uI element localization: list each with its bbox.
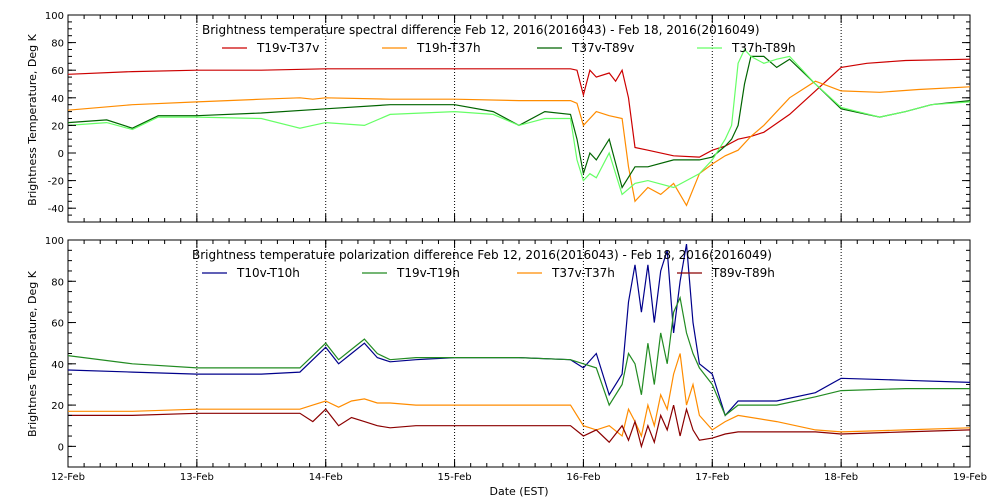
series-lines (67, 48, 971, 207)
y-axis-label: Brightness Temperature, Deg K (26, 33, 39, 205)
x-tick-label: 18-Feb (824, 472, 858, 483)
legend-label: T37v-T89v (571, 41, 634, 55)
x-tick-label: 15-Feb (438, 472, 472, 483)
y-tick-label: 60 (51, 319, 64, 330)
series-line-t37v-t89v (67, 55, 971, 189)
y-tick-label: 100 (45, 236, 64, 247)
series-line-t19h-t37h (67, 80, 971, 207)
x-tick-label: 16-Feb (566, 472, 600, 483)
legend-item: T89v-T89h (677, 266, 775, 280)
legend-item: T37v-T89v (537, 41, 634, 55)
spectral-difference-panel: -40 -20 0 20 40 60 80 100 Brightness temperatur… (26, 11, 971, 223)
series-lines (67, 243, 971, 449)
x-tick-label: 12-Feb (51, 472, 85, 483)
legend-item: T37h-T89h (697, 41, 796, 55)
legend-label: T19h-T37h (416, 41, 481, 55)
x-axis-ticks: 12-Feb 13-Feb 14-Feb 15-Feb 16-Feb 17-Feb 18-F… (51, 240, 987, 483)
y-tick-label: 20 (51, 401, 64, 412)
legend-item: T19h-T37h (382, 41, 481, 55)
series-line-t19v-t19h (67, 295, 970, 417)
y-tick-label: 20 (51, 121, 64, 132)
series-line-t19v-t37v (67, 58, 971, 158)
series-line-t10v-t10h (67, 243, 971, 417)
x-tick-label: 14-Feb (309, 472, 343, 483)
y-tick-label: 0 (58, 442, 64, 453)
legend: T19v-T37v T19h-T37h T37v-T89v T37h-T89h (222, 41, 796, 55)
x-tick-label: 19-Feb (953, 472, 987, 483)
y-tick-label: 80 (51, 39, 64, 50)
polarization-difference-panel: 0 20 40 60 80 100 12-Feb 13-Feb 14-Feb 15-Feb 16-… (26, 236, 987, 498)
legend-label: T19v-T37v (256, 41, 319, 55)
legend-label: T19v-T19h (396, 266, 460, 280)
y-axis-ticks: -40 -20 0 20 40 60 80 100 (45, 11, 970, 223)
x-tick-label: 13-Feb (180, 472, 214, 483)
series-line-t37v-t37h (68, 353, 971, 438)
legend-item: T10v-T10h (202, 266, 300, 280)
x-axis-ticks (67, 15, 971, 222)
legend-item: T37v-T37h (517, 266, 615, 280)
y-axis-ticks: 0 20 40 60 80 100 (45, 236, 970, 468)
legend: T10v-T10h T19v-T19h T37v-T37h T89v-T89h (202, 266, 775, 280)
y-tick-label: 0 (58, 149, 64, 160)
y-tick-label: 100 (45, 11, 64, 22)
x-axis-label: Date (EST) (489, 485, 548, 498)
x-tick-label: 17-Feb (695, 472, 729, 483)
y-tick-label: 60 (51, 66, 64, 77)
plot-frame (67, 14, 971, 223)
y-axis-label: Brightnes Temperature, Deg K (26, 270, 39, 437)
chart-title: Brightness temperature spectral differen… (202, 23, 760, 37)
y-tick-label: -40 (48, 204, 64, 215)
legend-label: T89v-T89h (711, 266, 775, 280)
legend-label: T37v-T37h (551, 266, 615, 280)
legend-label: T10v-T10h (236, 266, 300, 280)
y-tick-label: 40 (51, 94, 64, 105)
legend-label: T37h-T89h (731, 41, 796, 55)
legend-item: T19v-T37v (222, 41, 319, 55)
y-tick-label: 40 (51, 360, 64, 371)
series-line-t89v-t89h (68, 404, 971, 449)
chart-title: Brightness temperature polarization diff… (192, 248, 772, 262)
legend-item: T19v-T19h (362, 266, 460, 280)
series-line-t37h-t89h (67, 48, 971, 196)
y-tick-label: -20 (48, 177, 64, 188)
y-tick-label: 80 (51, 277, 64, 288)
